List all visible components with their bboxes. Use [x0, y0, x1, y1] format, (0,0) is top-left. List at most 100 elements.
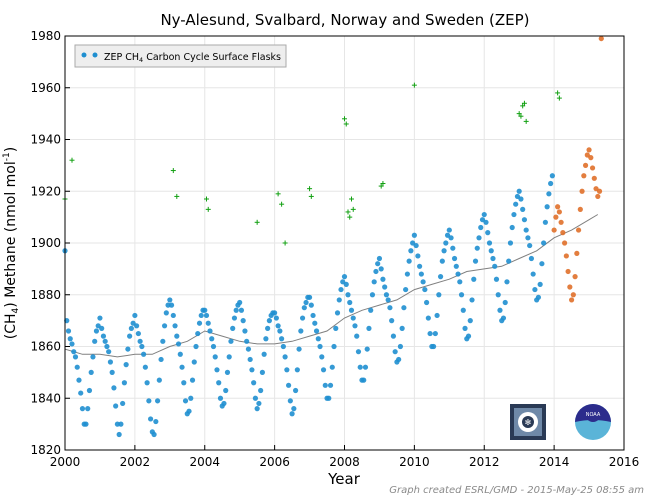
- flask-point: [427, 330, 433, 337]
- flask-point: [326, 395, 332, 401]
- flag-point: [556, 95, 562, 101]
- flask-point: [443, 240, 449, 246]
- flask-point: [186, 408, 192, 414]
- flask-point: [527, 242, 533, 249]
- flask-point: [214, 367, 220, 373]
- flask-point: [525, 235, 531, 241]
- flask-point: [453, 263, 459, 269]
- insitu-point: [570, 292, 576, 298]
- flask-point: [310, 312, 316, 319]
- flask-point: [123, 362, 129, 368]
- flask-point: [118, 421, 124, 427]
- flask-point: [322, 382, 328, 388]
- flask-point: [139, 343, 145, 350]
- flask-point: [226, 354, 232, 360]
- flask-point: [111, 385, 117, 391]
- flask-point: [263, 336, 269, 342]
- flask-point: [287, 398, 293, 404]
- flask-point: [371, 279, 377, 285]
- flask-point: [476, 235, 482, 241]
- flask-point: [548, 180, 554, 187]
- flask-point: [273, 315, 279, 321]
- flask-point: [474, 245, 480, 251]
- flask-point: [147, 416, 154, 422]
- flask-point: [109, 369, 115, 375]
- flask-point: [420, 279, 426, 285]
- insitu-point: [555, 204, 561, 210]
- flask-point: [251, 380, 257, 386]
- flask-point: [104, 343, 110, 350]
- flask-point: [397, 343, 403, 350]
- flask-point: [483, 219, 489, 225]
- flag-point: [380, 180, 386, 186]
- flask-point: [191, 359, 197, 365]
- flask-point: [154, 398, 161, 404]
- flask-point: [289, 411, 295, 417]
- flag-point: [205, 206, 211, 212]
- flask-point: [146, 398, 152, 404]
- flag-point: [343, 121, 349, 127]
- flask-point: [279, 336, 285, 342]
- flask-point: [436, 292, 442, 298]
- flask-point: [458, 292, 465, 298]
- y-axis-label: (CH4) Methane (nmol mol-1): [2, 147, 21, 339]
- flask-point: [350, 315, 356, 321]
- flask-point: [348, 307, 355, 313]
- flask-point: [404, 271, 410, 277]
- legend-marker-2: [92, 52, 98, 58]
- insitu-point: [598, 35, 604, 42]
- flask-point: [306, 294, 313, 300]
- flask-point: [399, 325, 405, 331]
- flag-point: [342, 116, 347, 122]
- flask-point: [530, 271, 536, 277]
- flask-point: [462, 325, 468, 331]
- flask-point: [417, 263, 423, 269]
- flask-point: [294, 367, 300, 373]
- flask-point: [175, 341, 182, 347]
- flask-point: [189, 377, 196, 383]
- flask-point: [224, 369, 231, 375]
- flask-point: [265, 325, 271, 331]
- flask-point: [303, 299, 309, 306]
- flag-point: [203, 196, 209, 202]
- flask-point: [437, 274, 444, 280]
- flask-point: [72, 354, 79, 360]
- flask-point: [258, 387, 264, 394]
- flask-point: [333, 325, 339, 331]
- flask-point: [86, 387, 93, 394]
- legend-box: [74, 44, 287, 68]
- flag-point: [521, 100, 527, 106]
- flask-point: [144, 380, 150, 386]
- flag-point: [555, 90, 561, 96]
- flask-point: [369, 292, 376, 298]
- flask-point: [245, 346, 252, 352]
- axis-ticks: 2000 2002 2004 2006 2008 2010 2012 2014 2016 1820…: [30, 29, 639, 469]
- flask-point: [179, 364, 185, 370]
- flask-point: [237, 299, 243, 306]
- flask-point: [329, 364, 335, 370]
- flask-point: [244, 338, 250, 344]
- flask-point: [198, 312, 204, 319]
- flask-point: [193, 343, 199, 350]
- flag-point: [523, 118, 529, 124]
- flask-point: [418, 271, 424, 277]
- flask-point: [172, 323, 178, 329]
- flask-point: [485, 230, 491, 236]
- flask-point: [523, 227, 529, 233]
- flask-point: [341, 274, 348, 280]
- flag-point: [307, 186, 313, 192]
- flag-point: [308, 193, 314, 199]
- flask-point: [504, 279, 510, 285]
- flask-point: [207, 328, 213, 334]
- flask-point: [203, 312, 210, 319]
- flask-point: [280, 343, 286, 350]
- plot-area: 2000 2002 2004 2006 2008 2010 2012 2014 2016 1820…: [30, 29, 639, 469]
- noaa-text: NOAA: [586, 412, 601, 418]
- flask-point: [354, 333, 360, 339]
- flask-point: [177, 351, 183, 357]
- flask-point: [450, 245, 456, 251]
- flask-point: [549, 173, 555, 179]
- flask-point: [390, 333, 397, 339]
- flask-point: [357, 364, 363, 370]
- insitu-point: [568, 297, 575, 303]
